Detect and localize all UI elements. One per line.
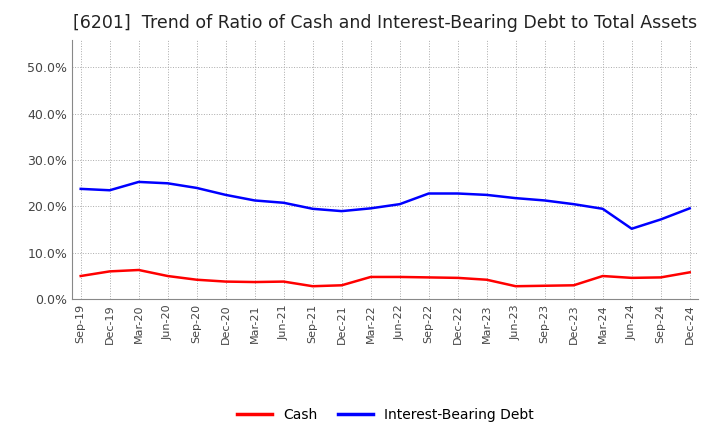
Title: [6201]  Trend of Ratio of Cash and Interest-Bearing Debt to Total Assets: [6201] Trend of Ratio of Cash and Intere…	[73, 15, 697, 33]
Legend: Cash, Interest-Bearing Debt: Cash, Interest-Bearing Debt	[231, 402, 539, 427]
